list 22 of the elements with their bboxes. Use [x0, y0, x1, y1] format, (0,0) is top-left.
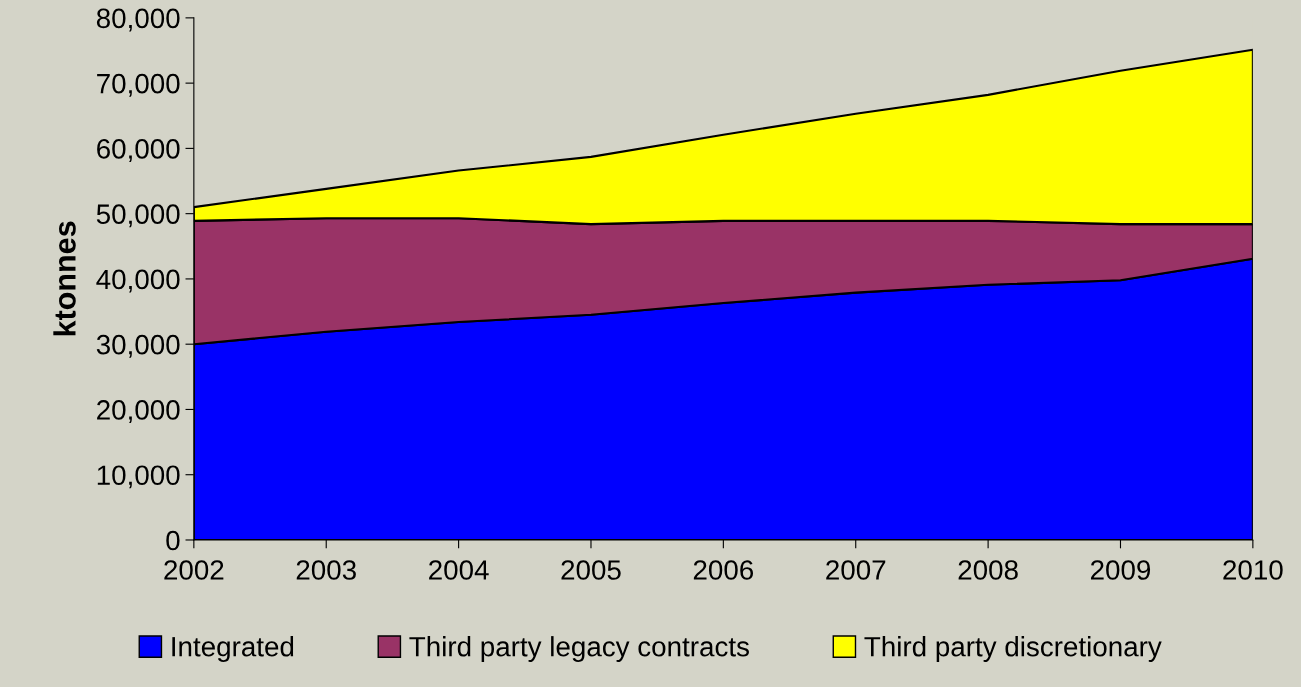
- x-tick-label: 2008: [958, 560, 1018, 580]
- y-tick-label: 10,000: [97, 465, 180, 489]
- legend-label: Integrated: [172, 636, 294, 662]
- x-tick-label: 2007: [826, 560, 886, 580]
- y-tick-label: 40,000: [96, 269, 180, 293]
- y-tick-label: 80,000: [96, 8, 180, 32]
- legend-label: Third party legacy contracts: [409, 636, 749, 662]
- y-tick-label: 30,000: [96, 334, 180, 358]
- x-tick-label: 2010: [1223, 560, 1283, 580]
- x-tick-label: 2004: [429, 560, 489, 580]
- y-axis-title: ktonnes: [53, 221, 76, 336]
- x-tick-label: 2003: [296, 560, 356, 580]
- x-tick-label: 2009: [1090, 560, 1151, 580]
- y-tick-label: 60,000: [97, 139, 180, 163]
- y-tick-label: 0: [166, 530, 180, 551]
- x-tick-label: 2005: [561, 560, 621, 580]
- x-tick-label: 2002: [164, 560, 224, 580]
- y-tick-label: 70,000: [97, 73, 180, 97]
- y-tick-label: 20,000: [97, 400, 180, 424]
- y-tick-label: 50,000: [96, 204, 180, 228]
- legend-label: Third party discretionary: [864, 636, 1162, 662]
- x-tick-label: 2006: [693, 560, 754, 580]
